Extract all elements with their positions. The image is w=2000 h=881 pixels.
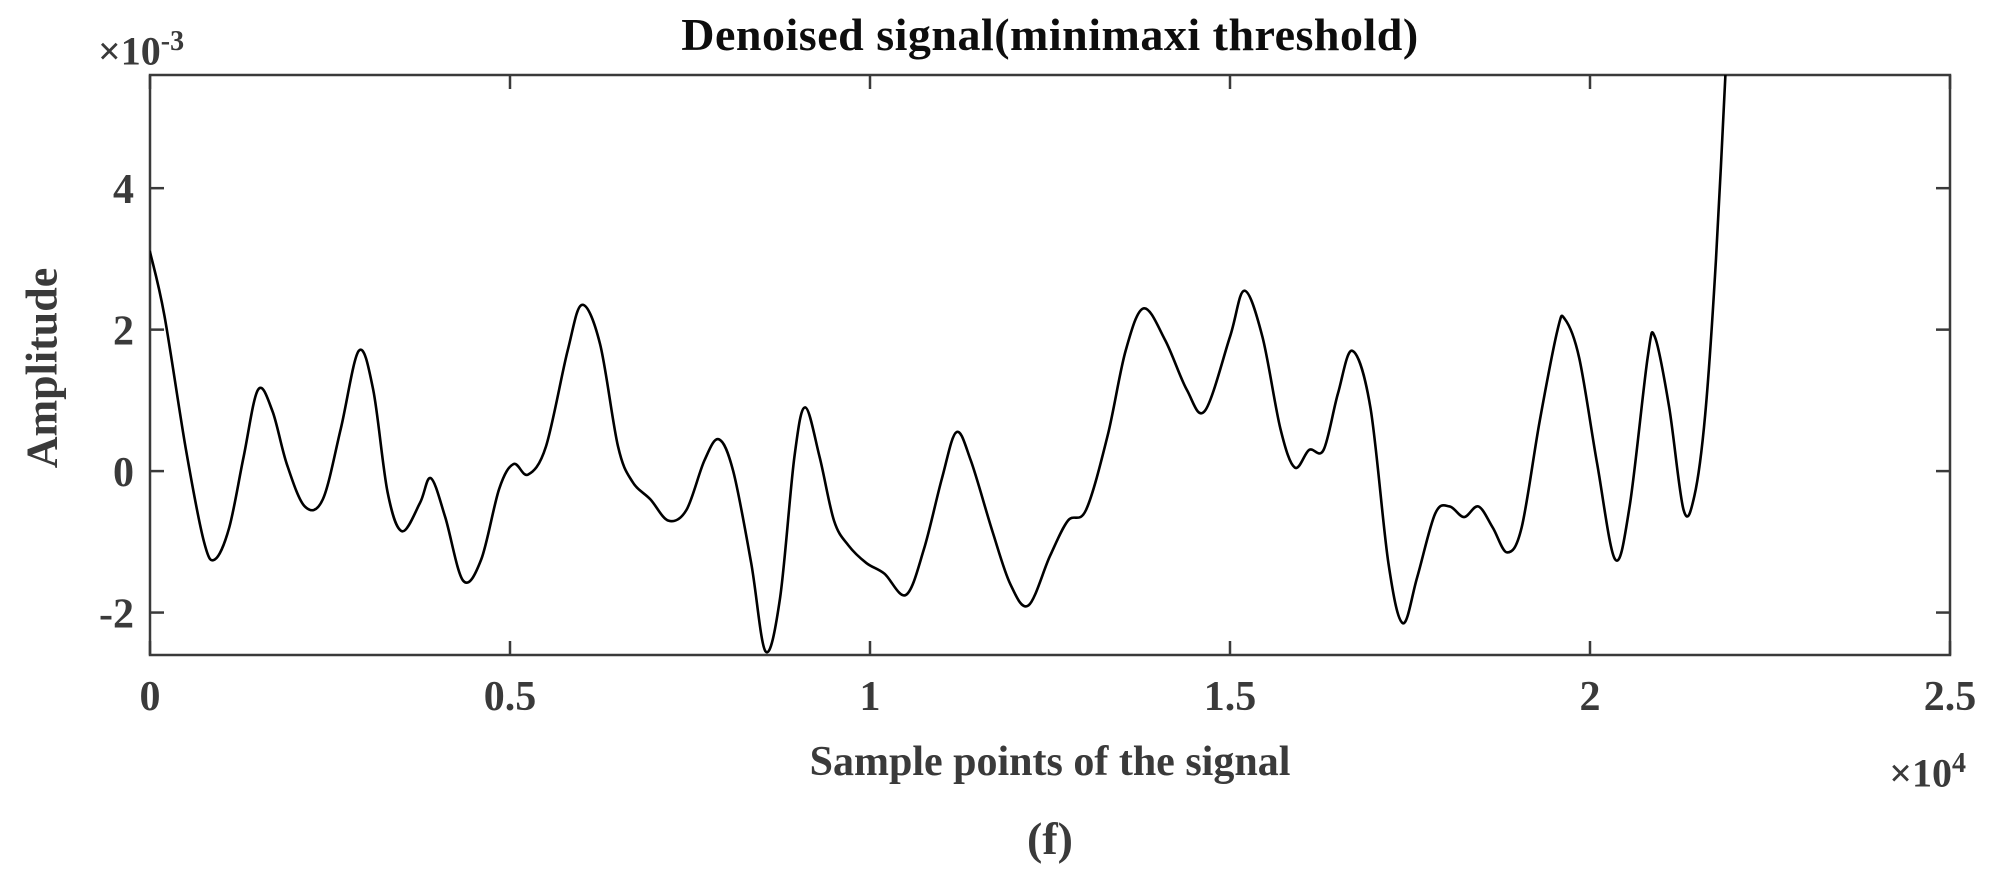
x-tick-label: 2.5: [1924, 674, 1977, 720]
y-axis-label: Amplitude: [17, 267, 67, 469]
y-axis-multiplier: ×10-3: [98, 26, 184, 74]
y-tick-label: 4: [113, 167, 134, 213]
x-tick-label: 0: [140, 674, 161, 720]
y-axis-multiplier-exp: -3: [160, 26, 185, 57]
y-tick-label: -2: [99, 592, 134, 638]
subplot-caption: (f): [1027, 813, 1073, 864]
chart-title: Denoised signal(minimaxi threshold): [681, 9, 1419, 60]
y-tick-label: 2: [113, 309, 134, 355]
x-tick-label: 1.5: [1204, 674, 1257, 720]
signal-path: [150, 75, 1727, 654]
x-axis-label: Sample points of the signal: [809, 739, 1291, 785]
x-tick-label: 0.5: [484, 674, 537, 720]
x-axis-multiplier-base: ×10: [1889, 750, 1952, 796]
y-tick-label: 0: [113, 450, 134, 496]
x-axis-multiplier-exp: 4: [1952, 748, 1966, 779]
x-axis-multiplier: ×104: [1889, 748, 1966, 796]
axis-box: [148, 73, 1952, 657]
x-tick-label: 2: [1580, 674, 1601, 720]
x-tick-label: 1: [860, 674, 881, 720]
y-axis-multiplier-base: ×10: [98, 28, 161, 74]
